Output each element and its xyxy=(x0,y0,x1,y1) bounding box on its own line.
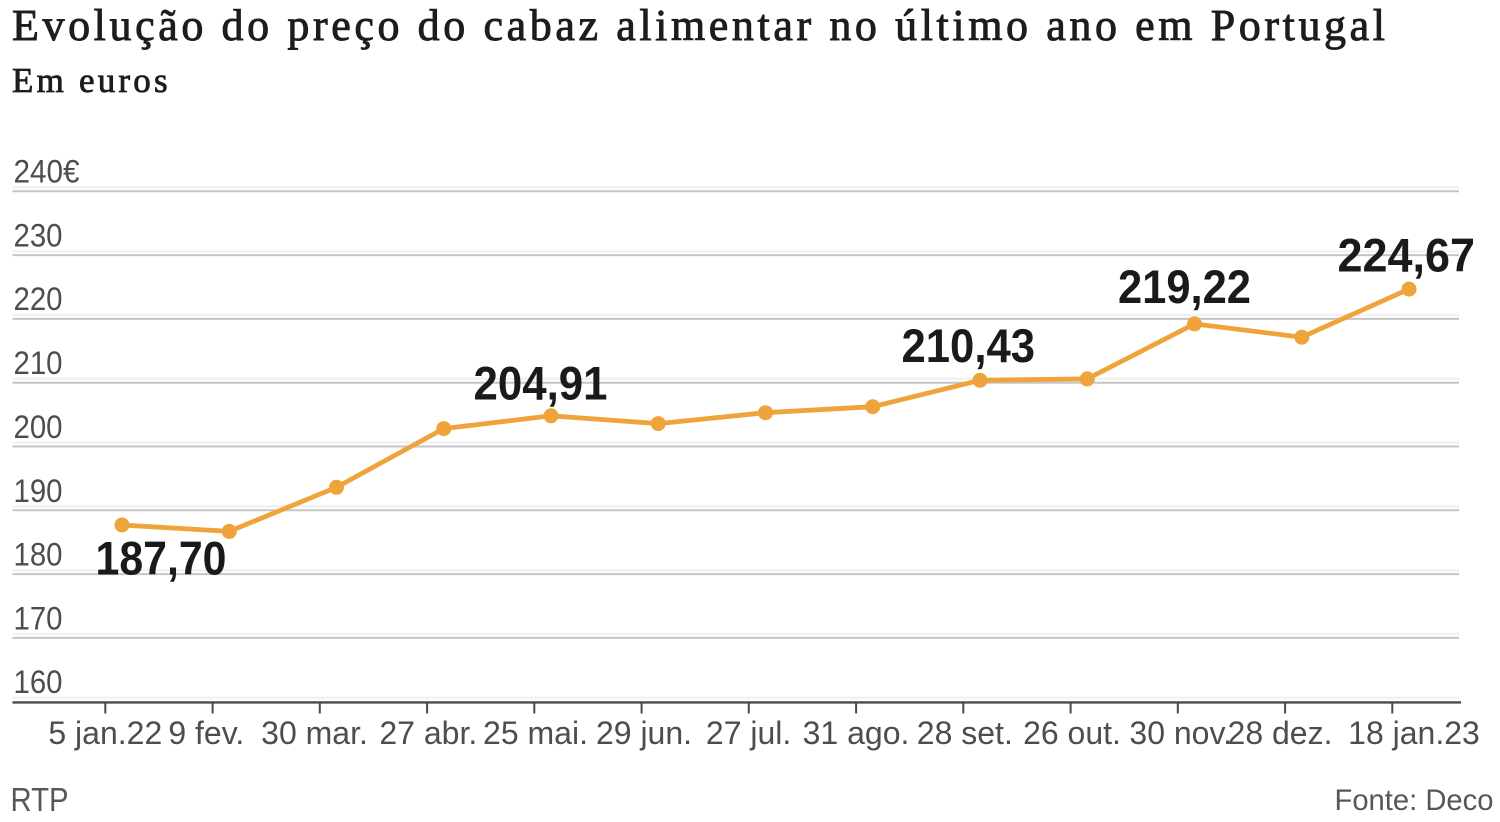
svg-text:170: 170 xyxy=(14,600,63,636)
svg-text:187,70: 187,70 xyxy=(96,533,227,586)
svg-text:180: 180 xyxy=(14,537,63,573)
svg-text:30 mar.: 30 mar. xyxy=(261,715,368,751)
svg-text:219,22: 219,22 xyxy=(1118,261,1251,314)
svg-text:27 jul.: 27 jul. xyxy=(706,715,791,751)
svg-text:31 ago.: 31 ago. xyxy=(803,715,910,751)
svg-text:224,67: 224,67 xyxy=(1338,229,1476,282)
svg-text:Em euros: Em euros xyxy=(12,61,171,100)
svg-text:Evolução do preço do cabaz ali: Evolução do preço do cabaz alimentar no … xyxy=(12,1,1389,50)
svg-text:25 mai.: 25 mai. xyxy=(483,715,588,751)
svg-text:28 dez.: 28 dez. xyxy=(1228,715,1333,751)
svg-text:26 out.: 26 out. xyxy=(1023,715,1121,751)
svg-text:220: 220 xyxy=(14,281,63,317)
svg-text:210: 210 xyxy=(14,345,63,381)
svg-text:18 jan.23: 18 jan.23 xyxy=(1348,715,1480,751)
svg-text:204,91: 204,91 xyxy=(474,358,608,411)
svg-text:190: 190 xyxy=(14,473,63,509)
svg-text:30 nov.: 30 nov. xyxy=(1129,715,1232,751)
svg-text:230: 230 xyxy=(14,217,63,253)
svg-text:RTP: RTP xyxy=(11,781,69,818)
svg-text:240€: 240€ xyxy=(14,153,80,189)
svg-text:27 abr.: 27 abr. xyxy=(379,715,477,751)
svg-text:29 jun.: 29 jun. xyxy=(596,715,692,751)
svg-text:210,43: 210,43 xyxy=(902,320,1036,373)
svg-text:200: 200 xyxy=(14,409,63,445)
svg-text:5 jan.22: 5 jan.22 xyxy=(48,715,162,751)
svg-text:9 fev.: 9 fev. xyxy=(168,715,244,751)
svg-text:160: 160 xyxy=(14,664,63,700)
svg-text:28 set.: 28 set. xyxy=(917,715,1013,751)
svg-text:Fonte: Deco: Fonte: Deco xyxy=(1335,784,1494,817)
